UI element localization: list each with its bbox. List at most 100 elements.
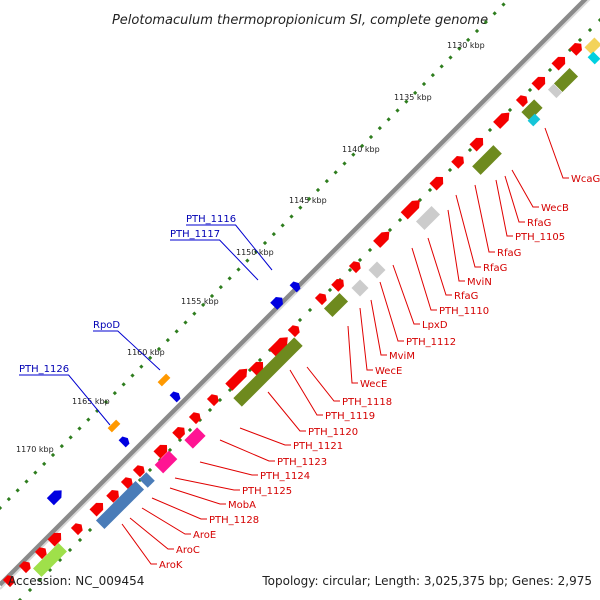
forward-gene [169,391,181,403]
gc-dot [174,329,179,334]
gene-label: PTH_1119 [325,411,375,422]
gene-label: RfaG [497,248,521,259]
tick-label: 1135 kbp [394,93,432,102]
gc-dot [139,364,144,369]
gene-label: WecB [541,203,569,214]
label-leader [121,523,157,565]
gc-dot [357,257,363,263]
label-leader [169,487,226,505]
gene-block [527,113,541,127]
gene-block [184,427,206,449]
forward-gene [118,436,130,448]
label-leader [306,366,340,402]
label-leader [511,169,539,208]
gene-label: LpxD [422,320,448,331]
gc-dot [271,232,276,237]
cds-arrow [2,575,15,588]
gene-block [415,205,441,231]
gene-label: PTH_1126 [19,364,69,375]
cds-arrow [373,231,390,248]
gc-dot [86,417,91,422]
gene-block [95,480,145,530]
tick-label: 1170 kbp [16,445,54,454]
gc-dot [448,55,453,60]
label-leader [267,391,306,432]
gc-dot [430,73,435,78]
cds-arrow [89,502,104,517]
cds-arrow [268,337,288,357]
label-leader [219,439,275,462]
gc-dot [315,187,321,193]
gene-label: PTH_1105 [515,232,565,243]
label-leader [359,307,373,371]
label-leader [411,247,437,311]
cds-arrow [348,261,361,274]
gc-dot [77,426,82,431]
gc-dot [42,461,47,466]
gene-label: WecE [375,366,402,377]
rna-block [323,292,349,318]
gene-label: MviM [389,351,415,362]
gc-dot [587,27,593,33]
gene-label: PTH_1117 [170,229,220,240]
gc-dot [397,217,403,223]
accession-text: Accession: NC_009454 [8,574,145,588]
gene-label: WcaG [571,174,600,185]
gene-label: PTH_1118 [342,397,392,408]
label-leader [174,477,240,491]
label-leader [170,239,259,281]
gene-label: MviN [467,277,492,288]
gc-dot [130,373,135,378]
cds-arrow [225,368,248,391]
label-leader [495,179,513,237]
gc-dot [59,444,64,449]
gene-block [139,472,155,488]
gc-dot [467,147,473,153]
cds-block [587,51,600,65]
gc-dot [377,126,382,131]
label-leader [151,497,207,520]
forward-gene [157,373,171,387]
label-leader [93,330,161,371]
cds-arrow [106,490,119,503]
gc-dot [209,293,215,299]
map-title: Pelotomaculum thermopropionicum SI, comp… [112,13,488,28]
gene-label: PTH_1125 [242,486,292,497]
gene-block [33,543,67,577]
gc-dot [218,285,223,290]
gene-label: PTH_1120 [308,427,358,438]
gc-dot [507,107,513,113]
gc-dot [387,227,393,233]
cds-arrow [493,112,510,129]
cds-block [584,37,600,55]
gc-dot [217,397,223,403]
label-leader [379,281,404,342]
gc-dot [67,547,73,553]
cds-arrow [47,532,62,547]
forward-gene [107,419,121,433]
gene-block [154,450,178,474]
label-leader [455,194,481,268]
gc-dot [547,67,553,73]
label-leaders [19,127,569,565]
gene-label: PTH_1123 [277,457,327,468]
cds-arrow [551,56,566,71]
forward-gene [289,281,301,293]
gc-dot [87,527,93,533]
gc-dot [298,205,303,210]
gc-dot [439,64,444,69]
gc-dot [360,143,365,148]
gc-dot [501,2,506,7]
gc-dot [342,161,347,166]
gc-dot [6,497,11,502]
gene-label: RfaG [483,263,507,274]
cds-arrow [120,477,133,490]
rna-block [553,67,579,93]
cds-arrow [515,95,528,108]
gc-dot [254,249,259,254]
cds-arrow [153,444,168,459]
cds-arrow [469,137,484,152]
gc-dot [187,427,193,433]
gc-dot [227,276,232,281]
